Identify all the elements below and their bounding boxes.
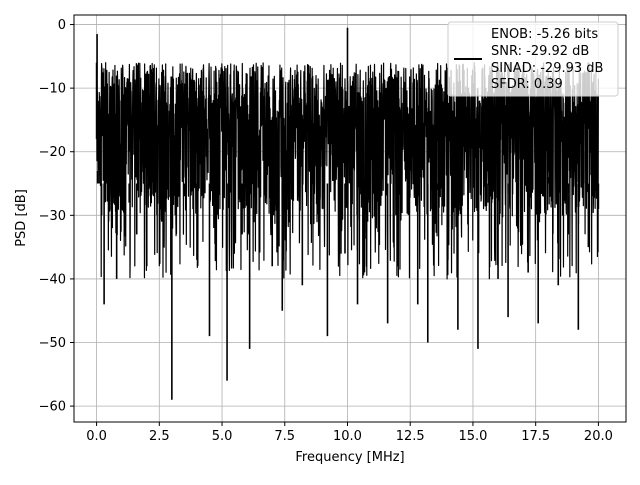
legend-box [447, 21, 619, 97]
x-axis-label: Frequency [MHz] [295, 450, 404, 465]
x-tick-label: 10.0 [333, 429, 362, 444]
y-axis-label: PSD [dB] [14, 189, 29, 247]
legend-snr: SNR: -29.92 dB [491, 44, 589, 59]
series-layer [95, 27, 600, 400]
y-tick-label: −50 [39, 336, 66, 351]
y-tick-label: −10 [39, 82, 66, 97]
y-tick-label: 0 [58, 18, 66, 33]
y-tick-label: −20 [39, 145, 66, 160]
y-tick-label: −60 [39, 400, 66, 415]
x-axis-ticks: 0.0 2.5 5.0 7.5 10.0 12.5 15.0 17.5 20.0 [86, 422, 613, 444]
plot-frame [73, 14, 627, 423]
x-tick-label: 15.0 [458, 429, 487, 444]
y-tick-label: −30 [39, 209, 66, 224]
legend-sfdr: SFDR: 0.39 [491, 77, 563, 92]
x-tick-label: 20.0 [584, 429, 613, 444]
x-tick-label: 0.0 [86, 429, 107, 444]
y-tick-label: −40 [39, 272, 66, 287]
legend-enob: ENOB: -5.26 bits [491, 27, 598, 42]
x-tick-label: 2.5 [149, 429, 170, 444]
y-axis-ticks: 0 −10 −20 −30 −40 −50 −60 [39, 18, 74, 415]
x-tick-label: 12.5 [396, 429, 425, 444]
x-tick-label: 7.5 [274, 429, 295, 444]
x-tick-label: 5.0 [212, 429, 233, 444]
legend: ENOB: -5.26 bits SNR: -29.92 dB SINAD: -… [447, 21, 619, 97]
x-tick-label: 17.5 [521, 429, 550, 444]
legend-sinad: SINAD: -29.93 dB [491, 61, 603, 76]
